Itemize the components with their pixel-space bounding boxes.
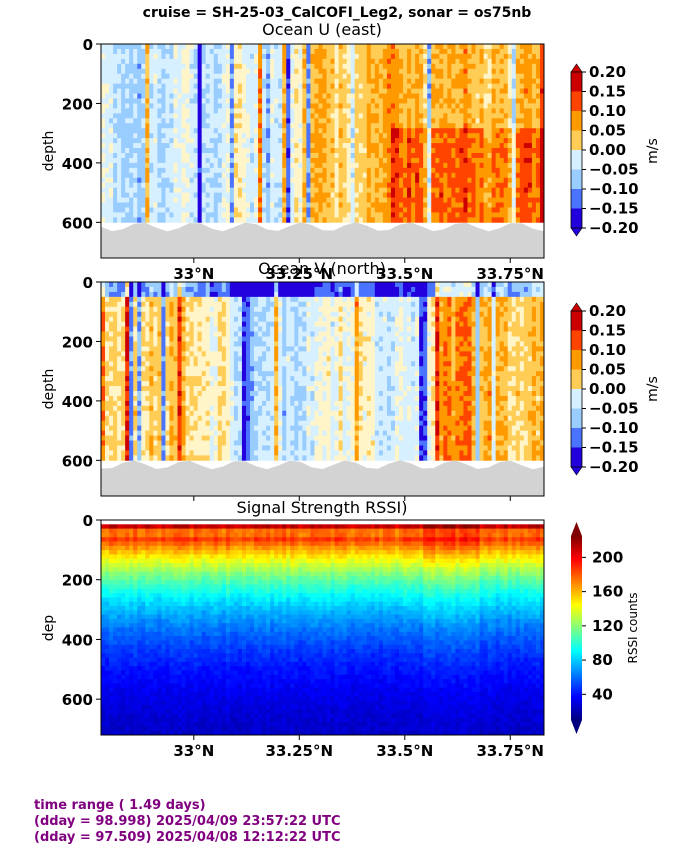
colorbar-tick-label: 0.00 [589, 141, 626, 159]
y-tick-label: 200 [62, 572, 93, 590]
y-tick-label: 200 [62, 333, 93, 351]
panel-rssi: Signal Strength RSSI) 0 200 400 600 33°N 33.2… [41, 498, 640, 760]
colorbar-tick-label: −0.15 [589, 439, 639, 457]
x-tick-label: 33°N [173, 742, 214, 760]
colorbar-extend-top [570, 63, 583, 73]
panel-rssi-ylabel: dep [41, 615, 57, 642]
colorbar-segment [571, 208, 582, 229]
panel-u-plot: 0 200 400 600 33°N 33.25°N 33.5°N 33.75°N [62, 36, 545, 283]
footer-time-range: time range ( 1.49 days) (dday = 98.998) … [34, 798, 341, 846]
panel-v-colorbar: 0.20 0.150.10 0.050.00 −0.05−0.10 −0.15−0.20 [570, 302, 639, 476]
axes-frame [100, 281, 545, 497]
y-tick-label: 400 [62, 155, 93, 173]
colorbar-tick-label: −0.20 [589, 219, 639, 237]
y-tick-label: 600 [62, 452, 93, 470]
colorbar-tick-label: 0.05 [589, 361, 626, 379]
x-tick-label: 33.5°N [376, 742, 433, 760]
x-tick-label: 33.75°N [476, 742, 544, 760]
panel-u-ylabel: depth [41, 131, 57, 172]
panel-v-plot: 0 200 400 600 [62, 274, 545, 501]
y-tick-label: 600 [62, 214, 93, 232]
seafloor-fill [101, 222, 544, 258]
colorbar-segment [571, 330, 582, 351]
colorbar-segment [571, 389, 582, 409]
colorbar-segment [571, 169, 582, 190]
colorbar-segment [571, 189, 582, 209]
heatmap-cells [101, 44, 545, 223]
colorbar-tick-label: −0.05 [589, 161, 639, 179]
colorbar-tick-label: 0.10 [589, 102, 626, 120]
x-tick-label: 33.75°N [476, 265, 544, 283]
axes-frame [100, 43, 545, 259]
colorbar-segment [571, 130, 582, 151]
colorbar-segment [571, 311, 582, 331]
panel-ocean-v: Ocean V (north) 0 200 400 600 depth 0.20 0.1… [41, 259, 661, 501]
figure-suptitle: cruise = SH-25-03_CalCOFI_Leg2, sonar = … [143, 5, 532, 21]
colorbar-segment [571, 111, 582, 131]
x-tick-label: 33.25°N [266, 742, 334, 760]
panel-rssi-colorbar: 40 80 120 160 200 [571, 522, 623, 734]
colorbar-extend-bottom [571, 720, 582, 734]
y-tick-label: 0 [83, 36, 93, 54]
colorbar-segment [571, 150, 582, 170]
x-tick-label: 33.25°N [266, 265, 334, 283]
colorbar-segment [571, 369, 582, 390]
y-tick-label: 400 [62, 631, 93, 649]
colorbar-extend-top [570, 302, 583, 312]
colorbar-tick-label: 0.15 [589, 322, 626, 340]
panel-rssi-title: Signal Strength RSSI) [237, 498, 408, 517]
colorbar-tick-label: 80 [592, 651, 613, 669]
colorbar-segment [571, 350, 582, 370]
colorbar-tick-label: 0.10 [589, 341, 626, 359]
heatmap-cells [101, 282, 545, 461]
y-tick-label: 600 [62, 691, 93, 709]
colorbar-segment [571, 72, 582, 92]
colorbar-segment [571, 447, 582, 468]
x-tick-label: 33.5°N [376, 265, 433, 283]
colorbar-tick-label: −0.15 [589, 200, 639, 218]
y-tick-label: 400 [62, 393, 93, 411]
panel-u-colorbar-label: m/s [645, 138, 661, 164]
footer-line-1: time range ( 1.49 days) [34, 798, 206, 813]
y-tick-label: 0 [83, 274, 93, 292]
colorbar-tick-label: 160 [592, 583, 623, 601]
colorbar-extend-bottom [570, 227, 583, 237]
axes-frame [100, 519, 545, 736]
colorbar-tick-label: 40 [592, 685, 613, 703]
colorbar-tick-label: 0.20 [589, 302, 626, 320]
x-tick-label: 33°N [173, 265, 214, 283]
colorbar-tick-label: 0.15 [589, 83, 626, 101]
colorbar-tick-label: −0.05 [589, 400, 639, 418]
panel-u-colorbar: 0.20 0.150.10 0.050.00 −0.05−0.10 −0.15−0.20 [570, 63, 639, 237]
colorbar-tick-label: 200 [592, 548, 623, 566]
colorbar-tick-label: 120 [592, 617, 623, 635]
footer-line-3: (dday = 97.509) 2025/04/08 12:12:22 UTC [34, 830, 341, 845]
colorbar-extend-top [571, 522, 582, 536]
heatmap-cells [101, 524, 545, 736]
panel-v-colorbar-label: m/s [645, 376, 661, 402]
colorbar-segment [571, 408, 582, 429]
panel-v-ylabel: depth [41, 369, 57, 410]
panel-ocean-u: Ocean U (east) 0 200 400 600 33°N 33.25°N 33.5… [41, 20, 661, 283]
colorbar-extend-bottom [570, 466, 583, 476]
colorbar-tick-label: −0.10 [589, 419, 639, 437]
colorbar-tick-label: 0.20 [589, 63, 626, 81]
colorbar-gradient [571, 536, 582, 720]
y-tick-label: 0 [83, 512, 93, 530]
colorbar-tick-label: 0.05 [589, 122, 626, 140]
colorbar-segment [571, 91, 582, 112]
colorbar-segment [571, 428, 582, 448]
y-tick-label: 200 [62, 95, 93, 113]
panel-rssi-plot: 0 200 400 600 33°N 33.25°N 33.5°N 33.75°N [62, 512, 545, 760]
panel-v-title: Ocean V (north) [258, 259, 386, 278]
panel-u-title: Ocean U (east) [262, 20, 382, 39]
panel-rssi-colorbar-label: RSSI counts [626, 592, 640, 663]
footer-line-2: (dday = 98.998) 2025/04/09 23:57:22 UTC [34, 814, 341, 829]
colorbar-tick-label: −0.10 [589, 180, 639, 198]
colorbar-tick-label: −0.20 [589, 458, 639, 476]
seafloor-fill [101, 460, 544, 496]
colorbar-tick-label: 0.00 [589, 380, 626, 398]
